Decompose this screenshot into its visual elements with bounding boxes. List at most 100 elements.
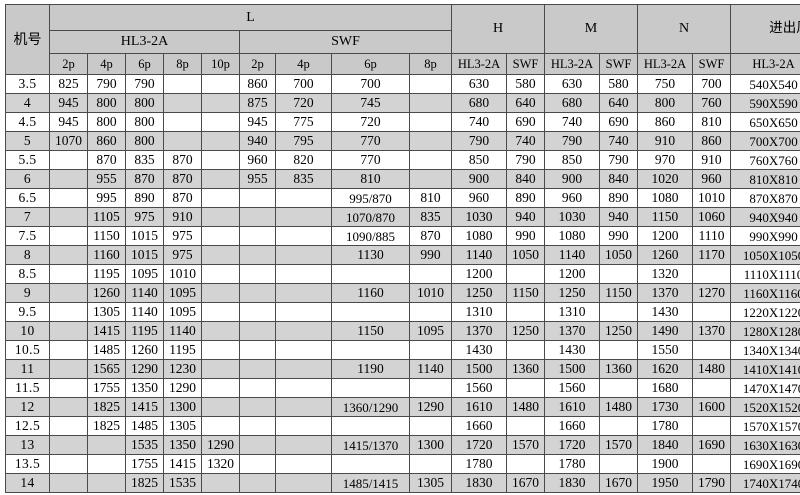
cell-L_SWF_4p (275, 321, 332, 341)
table-row: 10 1415 1195 1140 1150 1095 1370 1250 1370 1250 14… (5, 321, 800, 341)
cell-L_HL_8p: 1300 (163, 397, 202, 417)
cell-L_SWF_2p (239, 245, 276, 265)
cell-L_HL_10p (201, 340, 240, 360)
cell-H_HL: 1140 (451, 245, 507, 265)
cell-L_SWF_4p (275, 416, 332, 436)
table-row: 14 1825 1535 1485/1415 1305 1830 1670 1830 1670 1… (5, 473, 800, 493)
cell-M_HL: 1610 (544, 397, 600, 417)
cell-model-number: 7.5 (5, 226, 50, 246)
cell-L_HL_6p: 870 (125, 169, 164, 189)
cell-M_HL: 1310 (544, 302, 600, 322)
cell-H_HL: 1030 (451, 207, 507, 227)
cell-L_HL_2p: 945 (49, 93, 88, 113)
cell-model-number: 14 (5, 473, 50, 493)
cell-H_HL: 1310 (451, 302, 507, 322)
cell-L_SWF_6p: 1415/1370 (331, 435, 410, 455)
header-row-sub: 2p 4p 6p 8p 10p 2p 4p 6p 8p HL3-2A SWF H… (6, 53, 800, 75)
cell-L_SWF_4p (275, 207, 332, 227)
cell-N_HL: 910 (637, 131, 694, 151)
fan-specification-table: 机号 L H M N 进出风口 横X竖 H1 HL3-2A SWF 2p 4p … (5, 4, 800, 493)
cell-L_HL_10p (201, 359, 240, 379)
cell-L_HL_6p: 890 (125, 188, 164, 208)
cell-L_HL_2p (49, 245, 88, 265)
cell-PORT_HL: 590X590 (730, 93, 800, 113)
cell-L_HL_4p: 1260 (87, 283, 126, 303)
cell-L_HL_2p (49, 207, 88, 227)
cell-L_SWF_6p: 1150 (331, 321, 410, 341)
header-series-hl3-2a: HL3-2A (49, 30, 240, 54)
cell-N_HL: 1020 (637, 169, 694, 189)
cell-PORT_HL: 810X810 (730, 169, 800, 189)
cell-L_SWF_4p: 700 (275, 74, 332, 94)
cell-M_SWF: 1250 (598, 321, 639, 341)
cell-L_HL_8p: 870 (163, 169, 202, 189)
cell-L_SWF_2p: 860 (239, 74, 276, 94)
table-row: 7 1105 975 910 1070/870 835 1030 940 1030 940 1150… (5, 207, 800, 227)
cell-L_HL_2p (49, 150, 88, 170)
cell-PORT_HL: 870X870 (730, 188, 800, 208)
cell-model-number: 10 (5, 321, 50, 341)
cell-N_SWF: 1790 (692, 473, 732, 493)
cell-M_SWF: 940 (598, 207, 639, 227)
cell-L_SWF_2p: 960 (239, 150, 276, 170)
header-model-number: 机号 (5, 4, 50, 75)
cell-model-number: 13.5 (5, 454, 50, 474)
cell-L_SWF_2p (239, 454, 276, 474)
cell-M_SWF: 580 (598, 74, 639, 94)
cell-L_HL_8p (163, 74, 202, 94)
cell-L_SWF_2p (239, 359, 276, 379)
cell-PORT_HL: 650X650 (730, 112, 800, 132)
cell-H_SWF: 990 (506, 226, 545, 246)
cell-M_HL: 1370 (544, 321, 600, 341)
cell-L_SWF_8p (409, 264, 452, 284)
cell-H_SWF: 840 (506, 169, 545, 189)
header-group-H: H (451, 4, 545, 54)
cell-H_HL: 680 (451, 93, 507, 113)
cell-PORT_HL: 700X700 (730, 131, 800, 151)
cell-M_HL: 1560 (544, 378, 600, 398)
cell-M_HL: 900 (544, 169, 600, 189)
cell-H_HL: 790 (451, 131, 507, 151)
cell-L_HL_2p (49, 454, 88, 474)
cell-model-number: 12 (5, 397, 50, 417)
cell-N_SWF: 700 (692, 74, 732, 94)
cell-L_HL_4p: 995 (87, 188, 126, 208)
cell-N_SWF: 960 (692, 169, 732, 189)
cell-L_HL_4p: 800 (87, 112, 126, 132)
cell-L_HL_4p: 1195 (87, 264, 126, 284)
cell-model-number: 9 (5, 283, 50, 303)
cell-N_SWF: 1690 (692, 435, 732, 455)
header-pair-h-hl: HL3-2A (451, 53, 507, 75)
cell-L_SWF_8p: 835 (409, 207, 452, 227)
cell-N_HL: 1150 (637, 207, 694, 227)
table-row: 10.51485126011951430143015501340X134080 (5, 340, 800, 360)
cell-L_SWF_2p (239, 302, 276, 322)
cell-L_SWF_8p: 1095 (409, 321, 452, 341)
cell-N_SWF (692, 416, 732, 436)
cell-L_SWF_8p: 1010 (409, 283, 452, 303)
cell-L_HL_10p (201, 226, 240, 246)
header-group-air-port: 进出风口 横X竖 (730, 4, 800, 54)
cell-PORT_HL: 1520X1520 (730, 397, 800, 417)
table-row: 5.5 870 835 870 960 820 770 850 790 850 790 970 910 7… (5, 150, 800, 170)
header-sub-hl-4p: 4p (87, 53, 126, 75)
cell-L_SWF_4p (275, 245, 332, 265)
cell-PORT_HL: 1690X1690 (730, 454, 800, 474)
cell-L_SWF_2p (239, 226, 276, 246)
table-row: 12.51825148513051660166017801570X157080 (5, 416, 800, 436)
cell-L_SWF_2p: 940 (239, 131, 276, 151)
cell-L_HL_8p: 1095 (163, 283, 202, 303)
cell-L_SWF_4p: 820 (275, 150, 332, 170)
header-pair-n-hl: HL3-2A (637, 53, 694, 75)
cell-L_HL_4p: 1160 (87, 245, 126, 265)
cell-L_SWF_2p (239, 416, 276, 436)
header-group-L: L (49, 4, 452, 31)
cell-L_SWF_8p (409, 93, 452, 113)
cell-N_HL: 1080 (637, 188, 694, 208)
cell-model-number: 10.5 (5, 340, 50, 360)
cell-PORT_HL: 1630X1630 (730, 435, 800, 455)
cell-L_SWF_2p (239, 340, 276, 360)
cell-N_SWF: 1370 (692, 321, 732, 341)
cell-L_SWF_8p (409, 150, 452, 170)
cell-L_HL_2p (49, 416, 88, 436)
